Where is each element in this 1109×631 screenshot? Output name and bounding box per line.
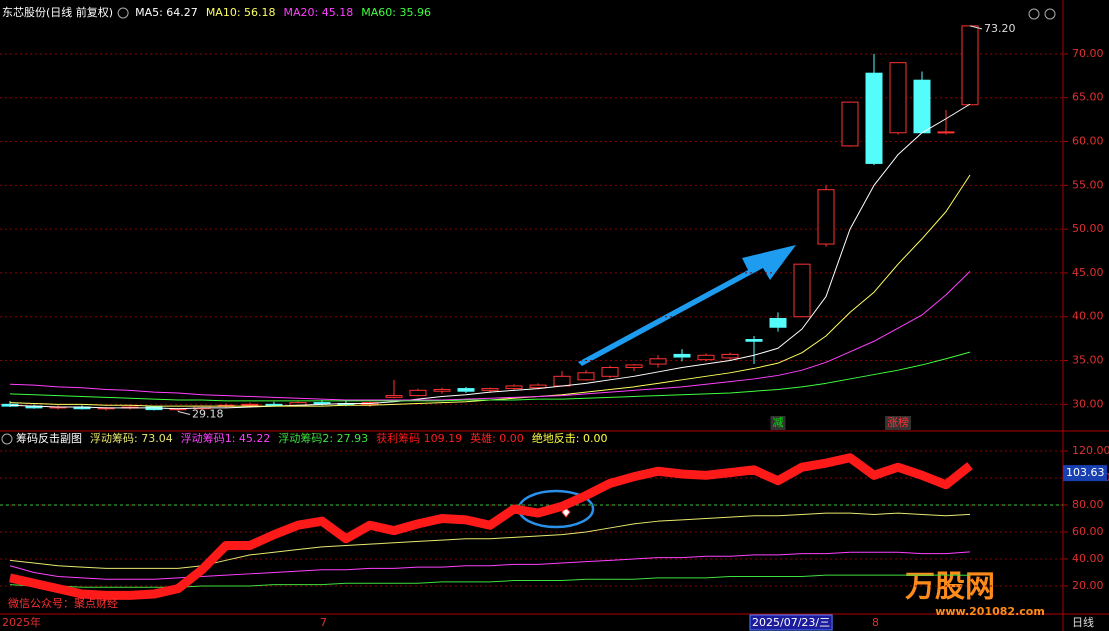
y-tick-label: 60.00 <box>1072 135 1104 148</box>
candle-body <box>793 263 811 318</box>
candle-body <box>625 364 643 369</box>
legend-entry: MA20: 45.18 <box>284 6 354 19</box>
y-tick-label: 55.00 <box>1072 178 1104 191</box>
y-tick-label: 80.00 <box>1072 498 1104 511</box>
candle-body <box>865 72 883 164</box>
signal-box <box>885 416 911 430</box>
annotation-arrow <box>969 25 983 30</box>
note: 微信公众号：聚点财经 <box>8 596 118 610</box>
candle-body <box>505 385 523 390</box>
y-tick-label: 65.00 <box>1072 91 1104 104</box>
y-tick-label: 50.00 <box>1072 222 1104 235</box>
series-line <box>9 512 971 569</box>
y-tick-label: 40.00 <box>1072 552 1104 565</box>
candle-body <box>721 353 739 359</box>
candle-body <box>265 403 283 406</box>
y-tick-label: 70.00 <box>1072 47 1104 60</box>
y-tick-label: 30.00 <box>1072 397 1104 410</box>
candle-body <box>385 395 403 398</box>
y-tick-label: 45.00 <box>1072 266 1104 279</box>
candle-body <box>913 79 931 134</box>
x-tick-label: 2025年 <box>2 615 41 629</box>
candle-body <box>601 367 619 377</box>
trend-arrow <box>578 245 796 366</box>
y-tick-label: 20.00 <box>1072 579 1104 592</box>
annotation-label: 73.20 <box>984 22 1016 35</box>
y-tick-label: 120.00 <box>1072 444 1109 457</box>
series-line <box>9 271 971 401</box>
y-tick-label: 40.00 <box>1072 310 1104 323</box>
y-tick-label: 60.00 <box>1072 525 1104 538</box>
candle-body <box>649 358 667 365</box>
candle-body <box>817 189 835 245</box>
candle-body <box>769 317 787 328</box>
series-line <box>9 551 971 580</box>
legend-icon <box>117 7 129 19</box>
cursor-box <box>749 614 833 631</box>
legend-entry: 英雄: 0.00 <box>470 431 524 445</box>
legend-entry: MA5: 64.27 <box>135 6 198 19</box>
series-line <box>9 103 971 410</box>
candle-body <box>457 388 475 392</box>
candle-body <box>889 62 907 134</box>
signal-label: 减 <box>773 416 784 429</box>
brand-url: www.201082.com <box>935 605 1045 618</box>
annotation-arrow <box>177 411 191 416</box>
chart-title: 东芯股份(日线 前复权) <box>2 5 113 19</box>
x-tick-label: 8 <box>872 616 879 629</box>
settings-icon[interactable] <box>1028 8 1040 20</box>
candle-body <box>313 402 331 405</box>
legend-entry: 绝地反击: 0.00 <box>532 431 608 445</box>
x-tick-label: 2025/07/23/三 <box>752 616 830 629</box>
candle-body <box>841 101 859 147</box>
candle-body <box>529 384 547 389</box>
close-icon[interactable] <box>1044 8 1056 20</box>
legend-entry: MA10: 56.18 <box>206 6 276 19</box>
candle-body <box>241 403 259 406</box>
candle-body <box>577 372 595 381</box>
legend-entry: 浮动筹码2: 27.93 <box>278 431 368 445</box>
candle-body <box>961 25 979 106</box>
candle-body <box>673 353 691 358</box>
current-value-box <box>1063 465 1107 482</box>
candle-body <box>409 389 427 397</box>
series-line <box>9 351 971 402</box>
annotation-label: 29.18 <box>192 408 224 421</box>
candle-body <box>697 354 715 361</box>
legend-entry: 浮动筹码1: 45.22 <box>181 431 271 445</box>
candle-body <box>937 131 955 134</box>
period-label: 日线 <box>1072 615 1094 629</box>
legend-entry: 获利筹码 109.19 <box>376 431 462 445</box>
current-value-label: 103.63 <box>1066 466 1105 479</box>
legend-entry: 浮动筹码: 73.04 <box>90 431 173 445</box>
candle-body <box>481 388 499 391</box>
legend-entry: MA60: 35.96 <box>361 6 431 19</box>
candle-body <box>433 388 451 392</box>
signal-label: 涨榜 <box>887 415 909 429</box>
series-line <box>9 453 973 600</box>
candle-body <box>553 375 571 387</box>
signal-box <box>770 416 786 430</box>
panel-title: 筹码反击副图 <box>16 431 82 445</box>
y-tick-label: 35.00 <box>1072 354 1104 367</box>
legend-icon <box>1 433 13 445</box>
x-tick-label: 7 <box>320 616 327 629</box>
candle-body <box>745 339 763 342</box>
